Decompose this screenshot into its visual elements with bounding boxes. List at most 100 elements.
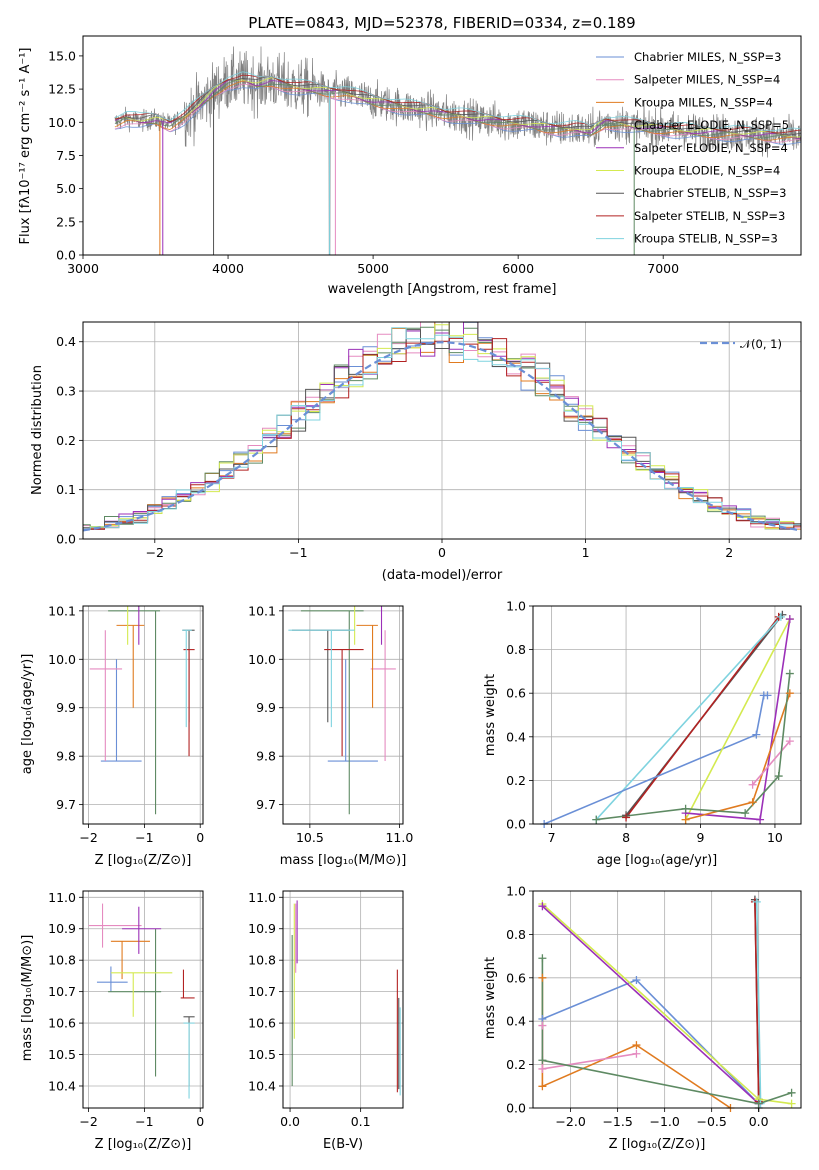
massweight-vs-z-ytick-label-4: 0.8 <box>506 927 526 942</box>
massweight-vs-z-series-5-line <box>541 905 760 1105</box>
massweight-vs-z-series-1-line <box>754 901 760 1102</box>
age-vs-z-ytick-label-4: 10.1 <box>48 603 76 618</box>
spectrum-panel: PLATE=0843, MJD=52378, FIBERID=0334, z=0… <box>18 14 802 297</box>
age-vs-z-ytick-label-3: 10.0 <box>48 652 76 667</box>
spectrum-xtick-label-0: 3000 <box>67 261 99 276</box>
spectrum-xtick-label-4: 7000 <box>647 261 679 276</box>
massweight-vs-z-xtick-label-2: −1.0 <box>649 1114 679 1129</box>
massweight-vs-age-panel: age [log₁₀(age/yr)] mass weight 7 8 9 10 0.0… <box>483 599 802 868</box>
spectrum-model-line-7 <box>114 74 801 134</box>
residuals-legend-label: 𝒩(0, 1) <box>740 337 782 351</box>
mass-vs-z-xtick-label-1: −1 <box>135 1114 153 1129</box>
age-vs-mass-ytick-label-3: 10.0 <box>248 652 276 667</box>
massweight-vs-z-ytick-label-5: 1.0 <box>506 884 526 899</box>
spectrum-legend-label-5: Kroupa ELODIE, N_SSP=4 <box>634 164 780 178</box>
massweight-vs-z-ytick-label-3: 0.6 <box>506 970 526 985</box>
massweight-vs-z-series-7-marker-1 <box>538 1064 547 1073</box>
massweight-vs-age-xtick-label-3: 10 <box>767 830 783 845</box>
massweight-vs-z-series-8-marker-1 <box>538 1056 547 1065</box>
massweight-vs-age-series-2-marker-1 <box>776 612 785 621</box>
massweight-vs-age-ytick-label-2: 0.4 <box>506 729 526 744</box>
spectrum-ytick-label-5: 12.5 <box>48 82 76 97</box>
massweight-vs-z-series-6-marker-1 <box>538 1082 547 1091</box>
spectrum-legend-label-0: Chabrier MILES, N_SSP=3 <box>634 50 781 64</box>
residuals-ytick-label-0: 0.0 <box>56 532 76 547</box>
mass-vs-z-ytick-label-6: 11.0 <box>48 890 76 905</box>
massweight-vs-age-series-6-marker-0 <box>681 815 690 824</box>
massweight-vs-z-series-7-marker-2 <box>632 1049 641 1058</box>
massweight-vs-z-series-5-marker-0 <box>538 902 547 911</box>
massweight-vs-age-axes-frame <box>532 605 802 825</box>
spectrum-legend-label-2: Kroupa MILES, N_SSP=4 <box>634 95 773 109</box>
spectrum-legend-label-1: Salpeter MILES, N_SSP=4 <box>634 73 780 87</box>
massweight-vs-age-series-4-line <box>684 618 791 820</box>
mass-vs-z-ytick-label-4: 10.8 <box>48 953 76 968</box>
mass-vs-ebv-ytick-label-0: 10.4 <box>248 1078 276 1093</box>
mass-vs-z-ylabel: mass [log₁₀(M/M⊙)] <box>20 935 35 1062</box>
massweight-vs-z-xtick-label-0: −2.0 <box>555 1114 585 1129</box>
spectrum-ytick-label-3: 7.5 <box>56 148 76 163</box>
age-vs-z-xlabel: Z [log₁₀(Z/Z⊙)] <box>95 853 192 868</box>
mass-vs-z-xtick-label-0: −2 <box>79 1114 97 1129</box>
age-vs-mass-ytick-label-0: 9.7 <box>256 797 276 812</box>
residuals-ytick-label-4: 0.4 <box>56 334 76 349</box>
massweight-vs-z-series-3-marker-1 <box>632 975 641 984</box>
spectrum-legend-label-6: Chabrier STELIB, N_SSP=3 <box>634 186 786 200</box>
age-vs-z-axes-frame <box>82 605 204 825</box>
residuals-ytick-label-1: 0.1 <box>56 482 76 497</box>
age-vs-z-xtick-label-2: 0 <box>196 830 204 845</box>
mass-vs-ebv-ytick-label-1: 10.5 <box>248 1047 276 1062</box>
mass-vs-z-axes-frame <box>82 890 204 1109</box>
mass-vs-ebv-ytick-label-4: 10.8 <box>248 953 276 968</box>
age-vs-mass-axes-frame <box>282 605 404 825</box>
spectrum-model-line-8 <box>114 71 801 132</box>
massweight-vs-age-series-3-marker-1 <box>752 730 761 739</box>
mass-vs-z-ytick-label-2: 10.6 <box>48 1016 76 1031</box>
residuals-xtick-label-4: 2 <box>725 545 733 560</box>
age-vs-mass-xtick-label-1: 11.0 <box>385 830 413 845</box>
massweight-vs-age-series-1-marker-0 <box>622 813 631 822</box>
massweight-vs-z-ytick-label-0: 0.0 <box>506 1101 526 1116</box>
massweight-vs-age-series-3-marker-3 <box>763 691 772 700</box>
massweight-vs-z-series-8-line <box>541 958 792 1105</box>
massweight-vs-age-series-8-marker-2 <box>741 809 750 818</box>
massweight-vs-age-ytick-label-0: 0.0 <box>506 817 526 832</box>
spectrum-model-line-1 <box>114 83 801 143</box>
mass-vs-ebv-xlabel: E(B-V) <box>323 1137 363 1152</box>
residuals-ytick-label-3: 0.3 <box>56 384 76 399</box>
massweight-vs-z-xtick-label-1: −1.5 <box>602 1114 632 1129</box>
residuals-panel: (data-model)/error Normed distribution −… <box>30 321 802 583</box>
spectrum-ylabel: Flux [fλ10⁻¹⁷ erg cm⁻² s⁻¹ A⁻¹] <box>18 48 33 245</box>
residuals-ylabel: Normed distribution <box>30 365 45 495</box>
mass-vs-z-plot-area <box>88 903 195 1099</box>
spectrum-legend-label-3: Chabrier ELODIE, N_SSP=5 <box>634 118 789 132</box>
age-vs-z-xtick-label-1: −1 <box>135 830 153 845</box>
massweight-vs-age-series-6-marker-2 <box>785 689 794 698</box>
residuals-xtick-label-0: −2 <box>146 545 164 560</box>
massweight-vs-age-ylabel: mass weight <box>483 674 498 756</box>
spectrum-ytick-label-6: 15.0 <box>48 48 76 63</box>
massweight-vs-z-series-2-line <box>756 901 762 1104</box>
massweight-vs-z-series-4-marker-2 <box>787 1099 796 1108</box>
massweight-vs-age-series-5-marker-2 <box>785 615 794 624</box>
massweight-vs-age-series-7-marker-0 <box>748 780 757 789</box>
age-vs-mass-plot-area <box>288 606 396 815</box>
residuals-xtick-label-2: 0 <box>438 545 446 560</box>
massweight-vs-z-axes-frame <box>532 890 802 1109</box>
spectrum-xlabel: wavelength [Angstrom, rest frame] <box>328 282 557 297</box>
mass-vs-ebv-plot-area <box>291 900 401 1096</box>
age-vs-mass-ytick-label-4: 10.1 <box>248 603 276 618</box>
massweight-vs-z-series-6-marker-2 <box>632 1041 641 1050</box>
residuals-xtick-label-1: −1 <box>289 545 307 560</box>
spectrum-ytick-label-0: 0.0 <box>56 248 76 263</box>
residuals-plot-area <box>83 322 801 532</box>
spectrum-axes-frame <box>82 35 802 256</box>
age-vs-z-plot-area <box>89 606 195 815</box>
residuals-hist-4 <box>83 322 801 530</box>
residuals-xlabel: (data-model)/error <box>382 568 503 583</box>
massweight-vs-age-series-7-marker-1 <box>785 737 794 746</box>
spectrum-legend-label-8: Kroupa STELIB, N_SSP=3 <box>634 232 778 246</box>
massweight-vs-age-series-6-marker-1 <box>748 798 757 807</box>
mass-vs-ebv-panel: E(B-V) 0.0 0.1 10.4 10.5 10.6 10.7 10.8 10.9 11.… <box>248 890 404 1152</box>
